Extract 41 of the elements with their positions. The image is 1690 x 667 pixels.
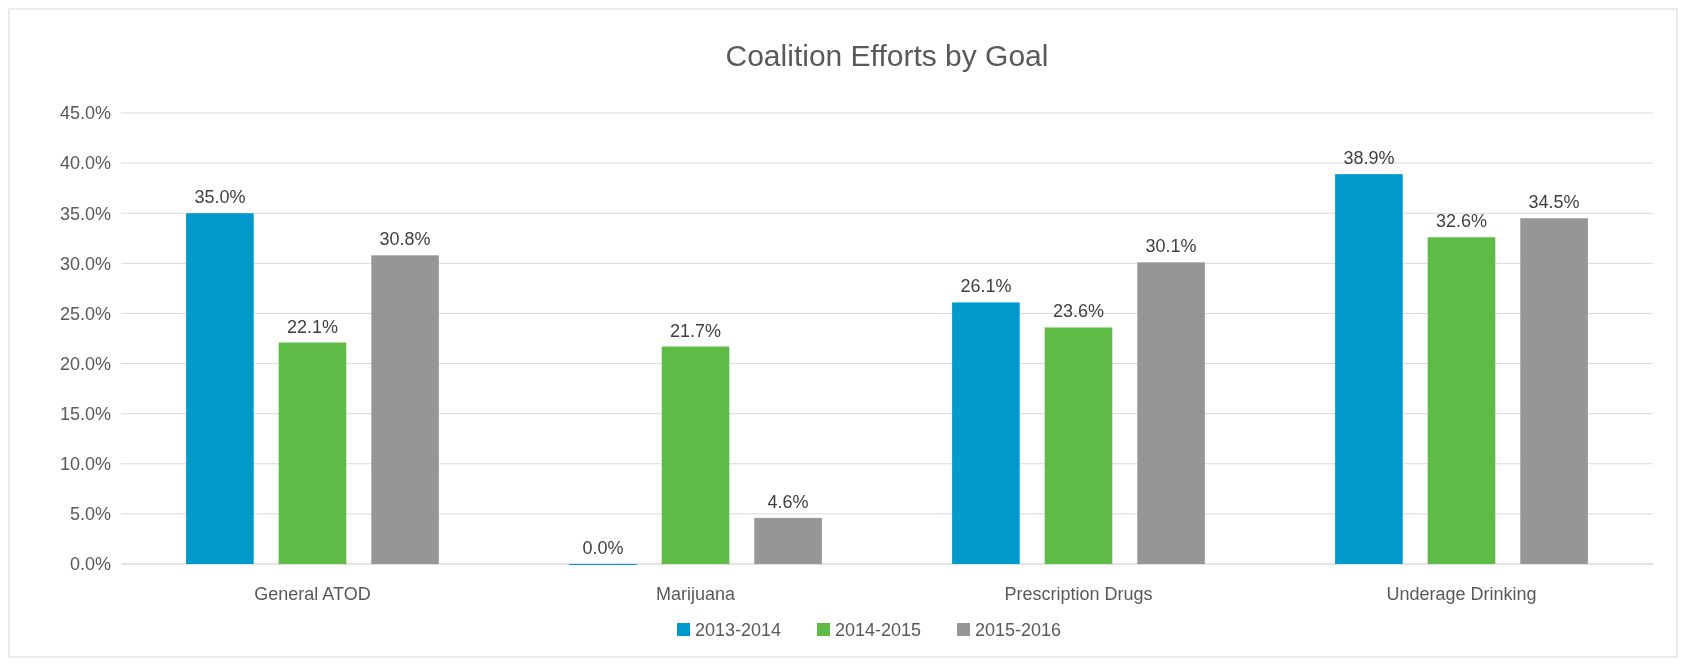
data-label: 38.9% xyxy=(1343,148,1395,169)
y-tick-label: 40.0% xyxy=(59,153,111,174)
data-label: 30.1% xyxy=(1145,236,1197,257)
y-tick-label: 15.0% xyxy=(59,403,111,424)
data-label: 21.7% xyxy=(669,320,722,341)
x-tick-label: Underage Drinking xyxy=(1386,584,1537,604)
bar xyxy=(1427,237,1496,564)
bar xyxy=(371,255,439,564)
data-label: 34.5% xyxy=(1528,192,1580,213)
bar xyxy=(186,213,254,564)
bar xyxy=(278,342,347,564)
x-tick-label: Marijuana xyxy=(655,584,737,604)
y-tick-label: 35.0% xyxy=(59,203,111,224)
legend-label: 2014-2015 xyxy=(835,620,922,641)
x-tick-label: Prescription Drugs xyxy=(1004,584,1153,604)
bar xyxy=(754,517,822,564)
bar xyxy=(1520,218,1588,564)
legend-label: 2013-2014 xyxy=(695,620,782,641)
data-label: 23.6% xyxy=(1052,301,1105,322)
chart-title: Coalition Efforts by Goal xyxy=(725,39,1049,72)
data-label: 4.6% xyxy=(767,491,809,512)
y-tick-label: 20.0% xyxy=(59,353,111,374)
legend-label: 2015-2016 xyxy=(975,620,1062,641)
data-label: 30.8% xyxy=(379,229,431,250)
y-tick-label: 5.0% xyxy=(69,504,111,525)
y-tick-label: 10.0% xyxy=(59,454,111,475)
data-label: 26.1% xyxy=(960,276,1012,297)
bar xyxy=(952,302,1020,564)
y-tick-label: 0.0% xyxy=(69,554,111,575)
data-label: 35.0% xyxy=(194,187,246,208)
bar xyxy=(1137,262,1205,564)
data-label: 0.0% xyxy=(582,538,624,558)
data-label: 22.1% xyxy=(286,316,339,337)
x-tick-label: General ATOD xyxy=(254,584,371,604)
bar xyxy=(1335,174,1403,564)
bar xyxy=(1044,327,1113,564)
data-label: 32.6% xyxy=(1435,211,1488,232)
y-tick-label: 45.0% xyxy=(59,103,111,124)
y-tick-label: 25.0% xyxy=(59,303,111,324)
y-tick-label: 30.0% xyxy=(59,253,111,274)
bar xyxy=(661,346,730,564)
